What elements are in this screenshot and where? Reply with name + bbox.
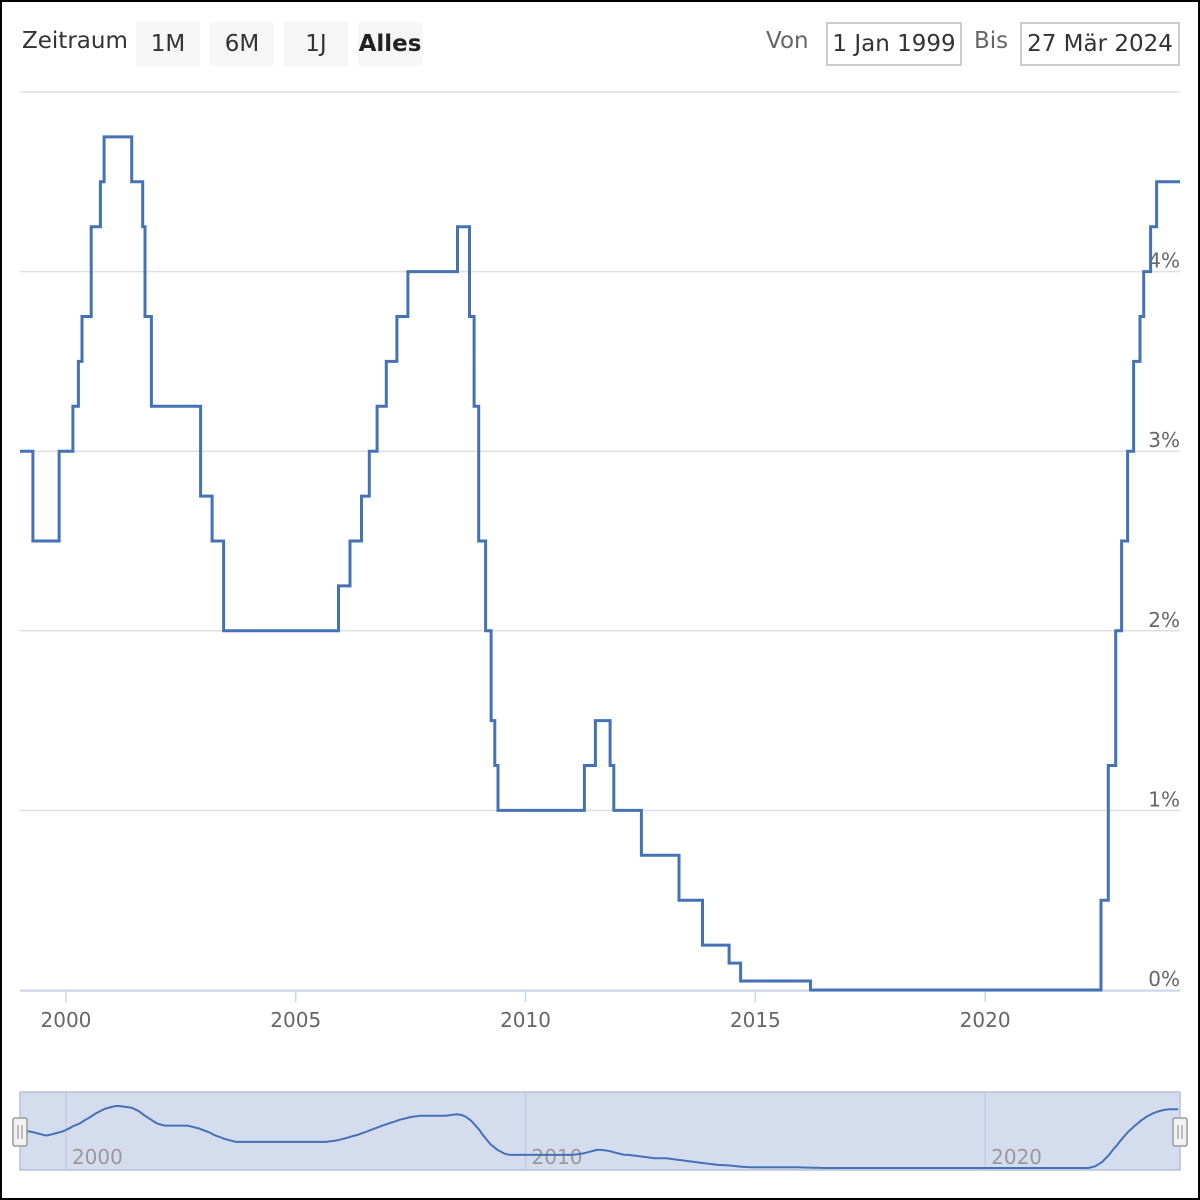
x-tick-label: 2020 — [960, 1008, 1011, 1032]
range-button-1j[interactable]: 1J — [284, 22, 348, 66]
y-tick-label: 1% — [1148, 787, 1180, 811]
axes: 0% 1% 2% 3% 4% 2000 2005 2010 2015 2020 — [20, 249, 1180, 1032]
x-tick-label: 2000 — [41, 1008, 92, 1032]
bis-label: Bis — [974, 28, 1009, 54]
y-tick-label: 4% — [1148, 249, 1180, 273]
navigator-series-line — [19, 1105, 1179, 1169]
x-tick-label: 2010 — [500, 1008, 551, 1032]
navigator-selection — [19, 1091, 1181, 1171]
navigator-tick-label: 2020 — [991, 1145, 1042, 1169]
navigator[interactable]: 2000 2010 2020 — [12, 1091, 1188, 1171]
range-button-alles[interactable]: Alles — [358, 22, 422, 66]
y-tick-label: 2% — [1148, 608, 1180, 632]
von-date-input[interactable]: 1 Jan 1999 — [826, 22, 962, 66]
x-tick-label: 2015 — [730, 1008, 781, 1032]
navigator-tick-label: 2000 — [72, 1145, 123, 1169]
series-line — [20, 135, 1180, 992]
zeitraum-label: Zeitraum — [22, 28, 128, 54]
y-tick-label: 3% — [1148, 428, 1180, 452]
navigator-left-handle[interactable] — [12, 1117, 28, 1147]
navigator-tick-label: 2010 — [532, 1145, 583, 1169]
x-tick-label: 2005 — [270, 1008, 321, 1032]
range-toolbar: Zeitraum 1M 6M 1J Alles Von 1 Jan 1999 B… — [2, 2, 1200, 88]
range-button-6m[interactable]: 6M — [210, 22, 274, 66]
range-button-1m[interactable]: 1M — [136, 22, 200, 66]
series-layer — [20, 135, 1180, 992]
navigator-right-handle[interactable] — [1172, 1117, 1188, 1147]
y-tick-label: 0% — [1148, 967, 1180, 991]
grid-lines — [20, 91, 1180, 991]
von-label: Von — [766, 28, 809, 54]
bis-date-input[interactable]: 27 Mär 2024 — [1020, 22, 1180, 66]
